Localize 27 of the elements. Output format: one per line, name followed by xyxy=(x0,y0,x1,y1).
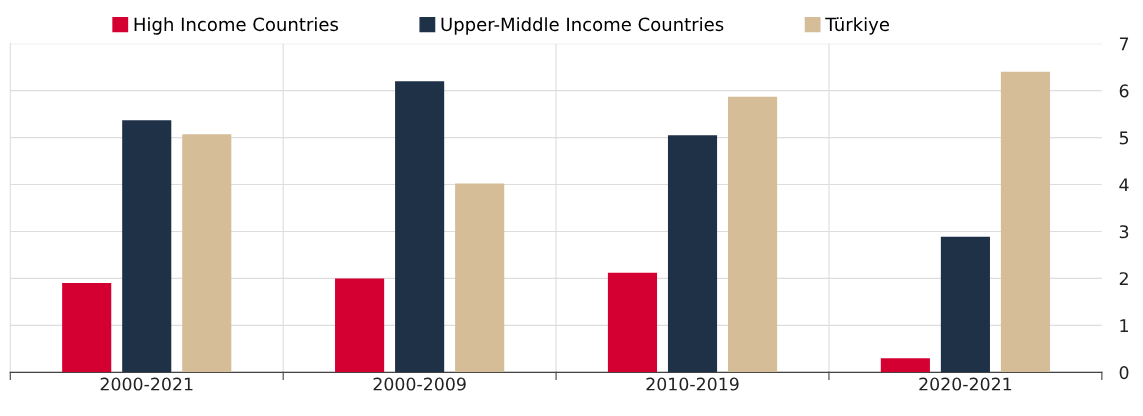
y-tick-label: 0 xyxy=(1119,366,1129,380)
y-tick-label: 7 xyxy=(1119,37,1129,51)
bar xyxy=(62,283,112,373)
bar xyxy=(335,278,385,373)
y-tick-label: 6 xyxy=(1119,84,1129,98)
y-tick-label: 3 xyxy=(1119,225,1129,239)
bar xyxy=(727,96,778,373)
bar xyxy=(880,358,930,373)
legend-label: Türkiye xyxy=(825,17,889,35)
y-tick-label: 2 xyxy=(1119,272,1128,286)
x-tick-label: 2000-2021 xyxy=(100,377,193,391)
legend-label: High Income Countries xyxy=(134,17,338,35)
bar xyxy=(1000,71,1050,373)
bar xyxy=(940,236,990,373)
y-tick-label: 5 xyxy=(1119,131,1129,145)
x-tick-label: 2000-2009 xyxy=(373,377,466,391)
x-tick-label: 2020-2021 xyxy=(919,377,1012,391)
bar xyxy=(607,272,658,373)
y-tick-label: 1 xyxy=(1120,319,1128,332)
bar xyxy=(455,183,505,373)
bar xyxy=(182,134,232,373)
bar xyxy=(395,81,445,373)
legend-label: Upper-Middle Income Countries xyxy=(441,17,724,35)
x-tick-label: 2010-2019 xyxy=(646,377,739,391)
bar xyxy=(122,120,172,373)
bar xyxy=(667,135,718,373)
y-tick-label: 4 xyxy=(1119,178,1129,192)
